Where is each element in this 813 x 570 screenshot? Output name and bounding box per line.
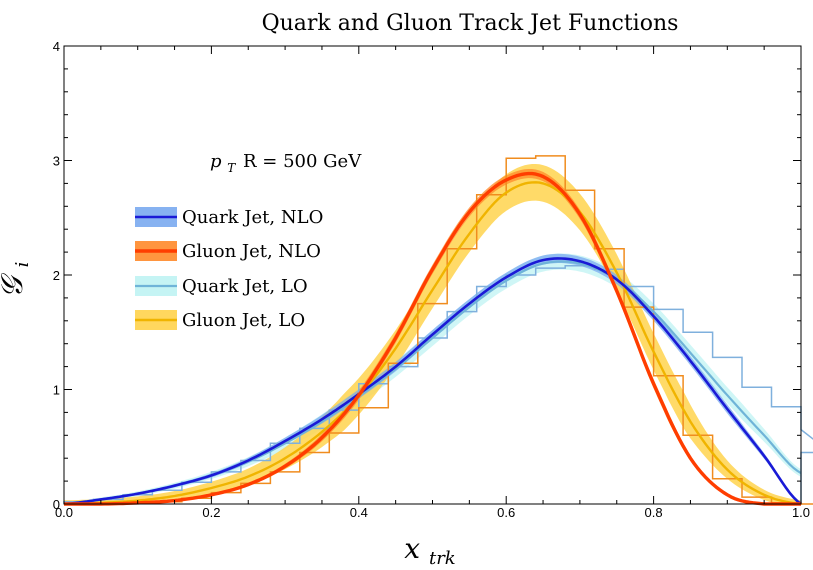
x-axis-label-sub: trk — [429, 548, 456, 569]
svg-text:p T R = 500 GeV: p T R = 500 GeV — [210, 151, 362, 177]
x-tick-label: 0.0 — [55, 505, 73, 520]
line-quark-nlo — [63, 257, 802, 506]
x-axis-label-main: x — [404, 532, 420, 565]
y-tick-label: 1 — [53, 383, 60, 398]
x-tick-label: 0.4 — [350, 505, 368, 520]
y-axis-label-main: 𝒢 — [0, 272, 30, 298]
y-tick-label: 3 — [53, 154, 60, 169]
line-gluon-lo — [63, 181, 802, 506]
annotation-sub: T — [227, 161, 236, 175]
histogram-quark — [63, 265, 813, 504]
x-tick-label: 0.8 — [645, 505, 663, 520]
x-tick-label: 1.0 — [792, 505, 810, 520]
legend-label-quark-lo: Quark Jet, LO — [182, 276, 308, 297]
legend: Quark Jet, NLO Gluon Jet, NLO Quark Jet, L… — [135, 207, 323, 331]
x-tick-label: 0.2 — [202, 505, 220, 520]
y-tick-label: 0 — [53, 497, 60, 512]
annotation-rest: R = 500 GeV — [243, 151, 362, 172]
annotation-main: p — [210, 151, 222, 172]
y-axis-label-sub: i — [12, 262, 33, 268]
x-tick-label: 0.6 — [497, 505, 515, 520]
x-axis-label: x trk — [404, 532, 455, 569]
chart-title: Quark and Gluon Track Jet Functions — [262, 11, 679, 36]
y-tick-label: 2 — [53, 268, 60, 283]
legend-label-gluon-lo: Gluon Jet, LO — [182, 310, 305, 331]
line-gluon-nlo — [64, 171, 801, 506]
energy-annotation: p T R = 500 GeV — [210, 151, 362, 177]
plot-area: 0.0 0.2 0.4 0.6 0.8 1.0 0 1 2 3 4 — [53, 39, 813, 520]
legend-label-quark-nlo: Quark Jet, NLO — [182, 207, 323, 228]
legend-label-gluon-nlo: Gluon Jet, NLO — [182, 241, 321, 262]
y-axis-label: 𝒢 i — [0, 262, 33, 299]
y-tick-label: 4 — [53, 39, 60, 54]
